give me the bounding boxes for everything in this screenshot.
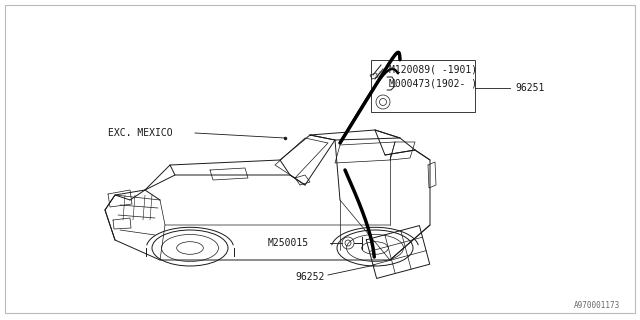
Text: 96251: 96251 (515, 83, 545, 93)
Text: 96252: 96252 (295, 272, 324, 282)
Text: M000473(1902- ): M000473(1902- ) (389, 78, 477, 88)
Text: M120089( -1901): M120089( -1901) (389, 65, 477, 75)
Text: EXC. MEXICO: EXC. MEXICO (108, 128, 173, 138)
Text: M250015: M250015 (268, 238, 309, 248)
Text: A970001173: A970001173 (573, 301, 620, 310)
